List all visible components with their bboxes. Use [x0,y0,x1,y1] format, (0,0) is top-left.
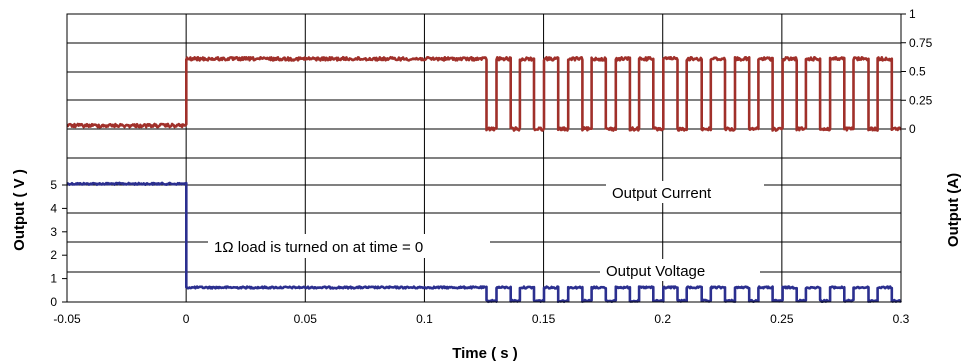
x-tick-label: 0.3 [893,312,910,326]
x-tick-label: 0.05 [294,312,318,326]
right-tick-label: 0 [909,122,916,136]
x-tick-label: 0.1 [416,312,433,326]
annotation-load-on: 1Ω load is turned on at time = 0 [214,239,423,256]
output-current-series-line [66,56,903,132]
left-axis-title: Output ( V ) [11,169,28,251]
tick-labels: -0.05 0 0.05 0.1 0.15 0.2 0.25 0.3 0 1 2 3 4 5 0 0.25 0.… [50,7,932,326]
annotation-load-bg [208,234,490,258]
annotation-current-bg [606,181,764,203]
x-tick-label: -0.05 [53,312,81,326]
annotation-output-voltage: Output Voltage [606,263,705,280]
plot-frame [66,13,902,303]
annotation-output-current: Output Current [612,185,712,202]
left-tick-label: 1 [50,272,57,286]
left-tick-label: 3 [50,225,57,239]
x-tick-label: 0.2 [654,312,671,326]
annotation-voltage-bg [600,259,760,281]
output-voltage-series-line [66,181,902,303]
x-axis-title: Time ( s ) [452,345,518,362]
x-tick-label: 0 [183,312,190,326]
right-tick-label: 0.25 [909,93,933,107]
left-tick-label: 2 [50,248,57,262]
x-tick-label: 0.25 [770,312,794,326]
left-tick-label: 5 [50,178,57,192]
right-tick-label: 0.5 [909,65,926,79]
right-axis-title: Output (A) [945,173,962,247]
right-tick-label: 0.75 [909,36,933,50]
left-tick-label: 0 [50,295,57,309]
series [66,56,903,303]
left-tick-label: 4 [50,201,57,215]
x-tick-label: 0.15 [532,312,556,326]
right-tick-label: 1 [909,7,916,21]
